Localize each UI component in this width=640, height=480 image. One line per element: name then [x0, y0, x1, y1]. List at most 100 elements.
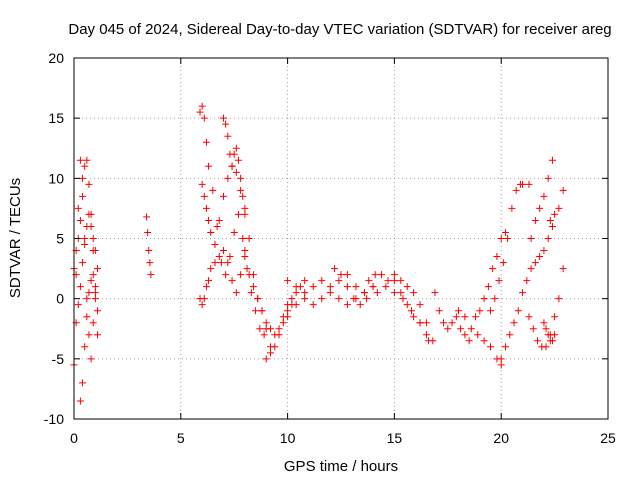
data-point	[209, 186, 217, 194]
data-point	[145, 247, 153, 255]
data-point	[254, 295, 262, 303]
data-point	[544, 235, 552, 242]
data-point	[211, 259, 219, 267]
data-point	[215, 216, 223, 224]
data-point	[85, 180, 93, 188]
data-point	[292, 289, 300, 297]
data-point	[514, 307, 522, 315]
data-point	[93, 331, 101, 339]
data-point	[241, 253, 249, 261]
data-point	[551, 210, 559, 218]
data-point	[422, 331, 430, 339]
data-point	[546, 216, 554, 224]
data-point	[360, 289, 368, 297]
data-point	[241, 247, 249, 255]
series-track-s	[454, 307, 505, 369]
data-point	[501, 228, 509, 236]
data-point	[403, 283, 411, 291]
data-point	[448, 319, 456, 327]
data-point	[499, 259, 507, 267]
series-track-v	[497, 222, 556, 363]
data-point	[416, 301, 424, 309]
data-point	[243, 265, 251, 273]
data-point	[540, 247, 548, 255]
data-point	[275, 325, 283, 333]
data-point	[76, 216, 84, 224]
series-track-a	[70, 156, 101, 369]
data-points	[70, 102, 567, 405]
data-point	[200, 114, 208, 122]
series-track-aa	[540, 319, 559, 345]
y-tick-label: 5	[56, 231, 64, 247]
data-point	[205, 162, 213, 170]
data-point	[544, 174, 552, 182]
data-point	[309, 301, 317, 309]
data-point	[288, 295, 296, 303]
data-point	[318, 295, 326, 303]
data-point	[252, 307, 260, 315]
data-point	[81, 343, 89, 351]
series-track-g	[196, 102, 268, 339]
data-point	[472, 313, 480, 321]
data-point	[87, 355, 95, 363]
data-point	[76, 156, 84, 164]
data-point	[91, 295, 99, 303]
data-point	[301, 289, 309, 297]
data-point	[542, 343, 550, 351]
data-point	[217, 259, 225, 267]
data-point	[292, 301, 300, 309]
data-point	[326, 289, 334, 297]
data-point	[525, 180, 533, 188]
data-point	[147, 271, 155, 279]
data-point	[397, 289, 405, 297]
data-point	[81, 241, 89, 249]
data-point	[382, 283, 390, 291]
data-point	[198, 180, 206, 188]
data-point	[309, 283, 317, 291]
data-point	[480, 337, 488, 345]
data-point	[429, 337, 437, 345]
data-point	[397, 277, 405, 285]
data-point	[87, 222, 95, 230]
data-point	[215, 253, 223, 261]
data-point	[234, 156, 242, 164]
data-point	[465, 337, 473, 345]
data-point	[87, 277, 95, 285]
y-tick-label: -10	[44, 411, 64, 427]
data-point	[89, 235, 97, 242]
data-point	[540, 192, 548, 200]
data-point	[555, 204, 563, 212]
data-point	[146, 259, 154, 267]
series-track-n	[331, 265, 377, 309]
data-point	[202, 138, 210, 146]
data-point	[350, 295, 358, 303]
data-point	[267, 325, 275, 333]
data-point	[224, 259, 232, 267]
data-point	[93, 307, 101, 315]
data-point	[262, 319, 270, 327]
data-point	[85, 289, 93, 297]
data-point	[548, 222, 556, 230]
data-point	[222, 120, 230, 128]
x-tick-label: 20	[493, 430, 509, 446]
data-point	[226, 253, 234, 261]
data-point	[335, 277, 343, 285]
y-axis-label: SDTVAR / TECUs	[7, 178, 24, 298]
data-point	[501, 343, 509, 351]
data-point	[476, 307, 484, 315]
data-point	[497, 355, 505, 363]
data-point	[200, 295, 208, 303]
data-point	[559, 186, 567, 194]
data-point	[239, 192, 247, 200]
data-point	[534, 337, 542, 345]
data-point	[241, 210, 249, 218]
data-point	[452, 313, 460, 321]
data-point	[81, 162, 89, 170]
x-tick-label: 10	[280, 430, 296, 446]
data-point	[363, 295, 371, 303]
data-point	[422, 319, 430, 327]
data-point	[205, 277, 213, 285]
data-point	[196, 108, 204, 116]
data-point	[91, 289, 99, 297]
